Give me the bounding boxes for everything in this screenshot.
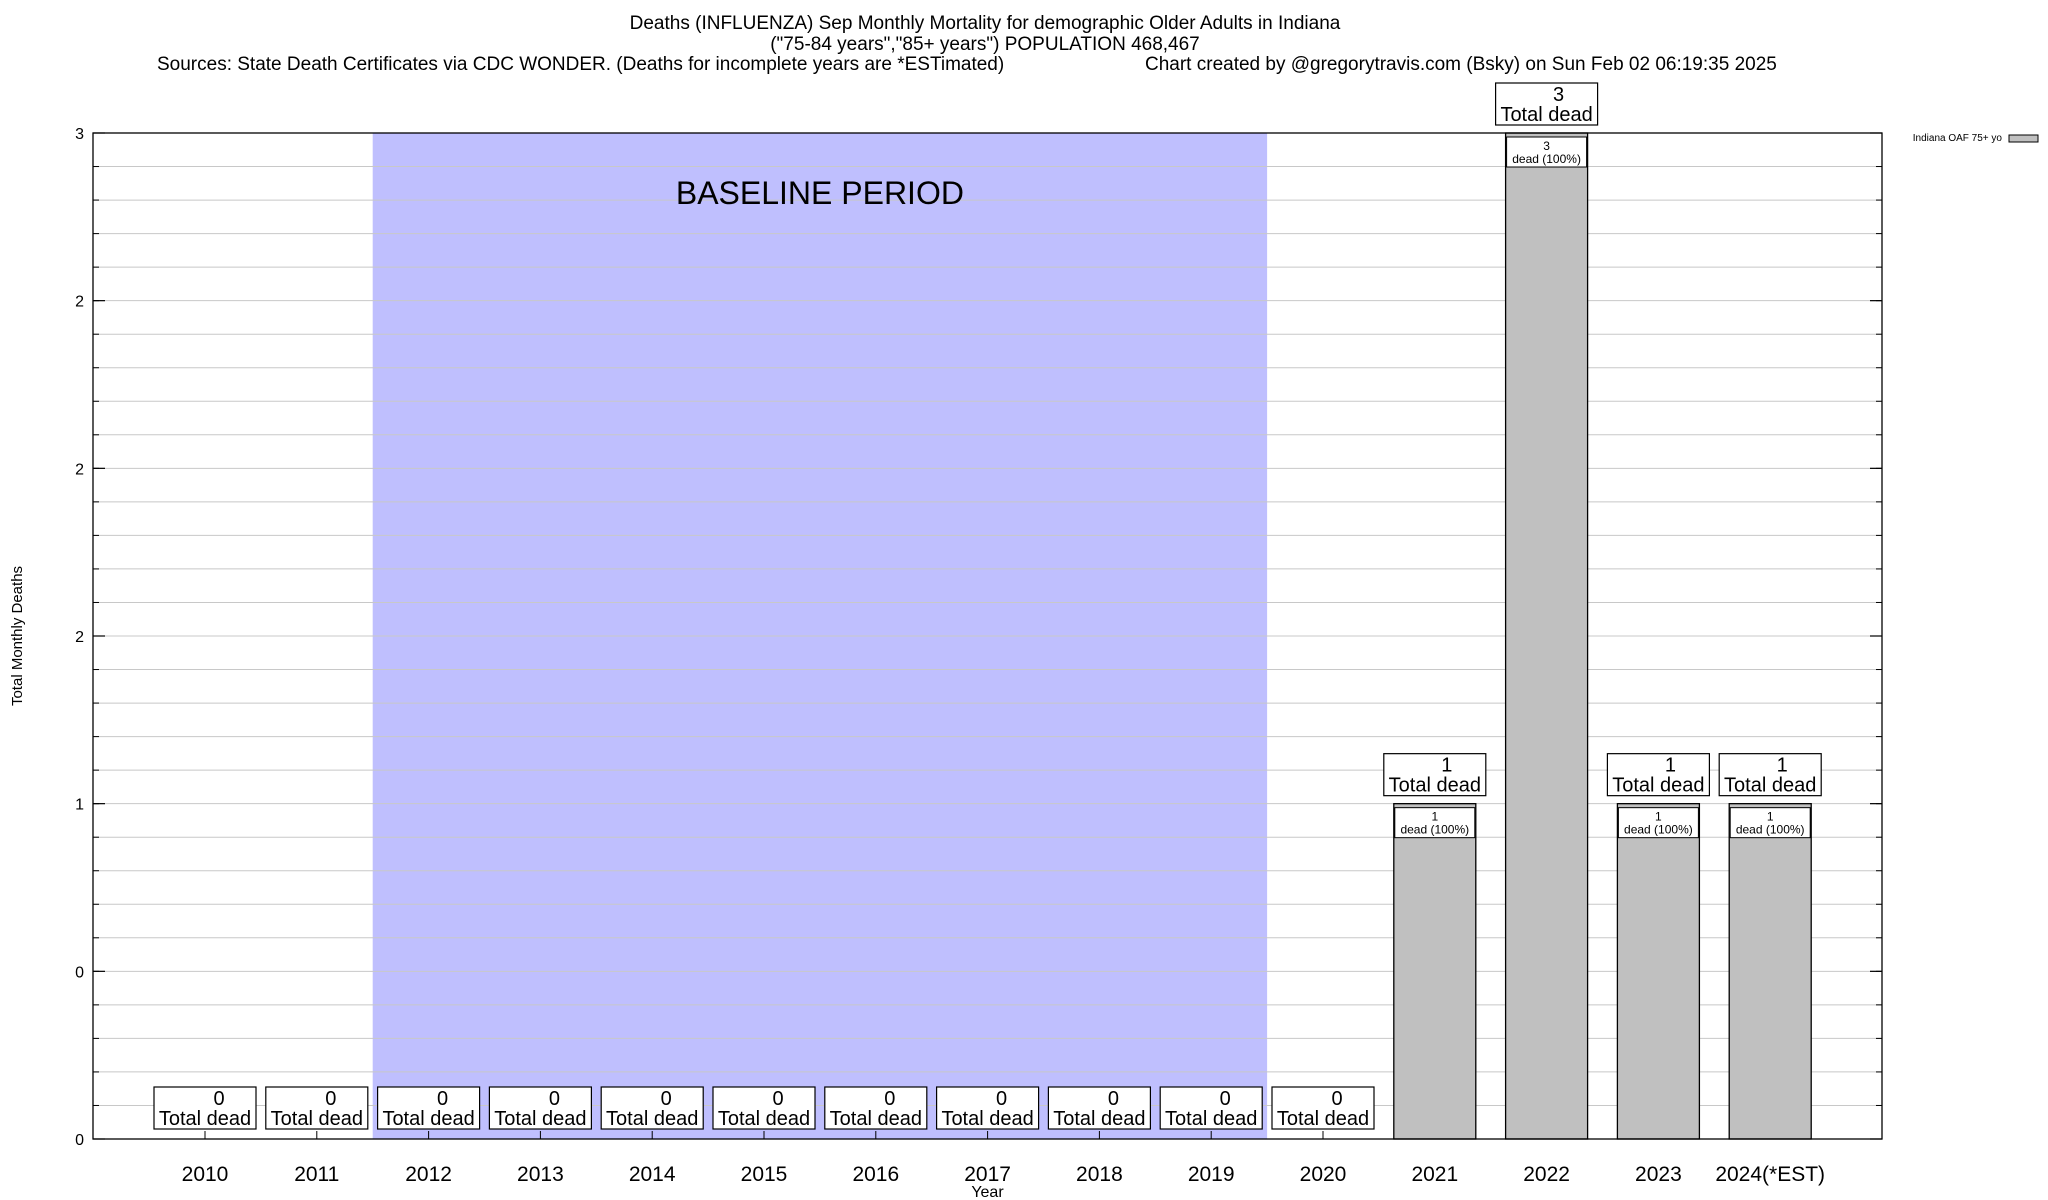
- y-tick-label: 1: [75, 797, 84, 814]
- total-caption-label: Total dead: [830, 1108, 922, 1130]
- total-caption-label: Total dead: [1612, 775, 1704, 797]
- bar-value-box: [1729, 807, 1811, 839]
- y-tick-label: 3: [75, 126, 84, 143]
- total-value-label: 1: [1665, 755, 1676, 777]
- x-tick-label: 2017: [964, 1163, 1011, 1186]
- total-value-label: 0: [437, 1088, 448, 1110]
- total-caption-label: Total dead: [1165, 1108, 1257, 1130]
- x-tick-label: 2022: [1523, 1163, 1570, 1186]
- chart-credit: Chart created by @gregorytravis.com (Bsk…: [1145, 54, 1777, 75]
- x-tick-label: 2016: [852, 1163, 899, 1186]
- total-box: [1159, 1086, 1263, 1130]
- total-caption-label: Total dead: [941, 1108, 1033, 1130]
- x-tick-label: 2010: [182, 1163, 229, 1186]
- total-value-label: 3: [1553, 84, 1564, 106]
- bar-value-box: [1394, 807, 1476, 839]
- plot-frame: [92, 132, 1883, 1140]
- bar-value-label: 3: [1543, 139, 1550, 153]
- total-box: [1718, 753, 1822, 797]
- x-tick-label: 2014: [629, 1163, 676, 1186]
- chart-title: Deaths (INFLUENZA) Sep Monthly Mortality…: [629, 13, 1341, 34]
- total-value-label: 0: [1331, 1088, 1342, 1110]
- total-box: [1606, 753, 1711, 797]
- bar: [1728, 803, 1812, 1140]
- x-tick-label: 2020: [1300, 1163, 1347, 1186]
- total-value-label: 0: [325, 1088, 336, 1110]
- total-value-label: 0: [1108, 1088, 1119, 1110]
- total-box: [712, 1086, 816, 1130]
- x-tick-label: 2023: [1635, 1163, 1682, 1186]
- bar-value-pct-label: dead (100%): [1736, 823, 1805, 837]
- total-caption-label: Total dead: [1500, 104, 1592, 126]
- legend-swatch: [2008, 134, 2039, 143]
- legend-label: Indiana OAF 75+ yo: [1913, 133, 2003, 144]
- total-value-label: 0: [661, 1088, 672, 1110]
- total-box: [1047, 1086, 1152, 1130]
- total-value-label: 0: [884, 1088, 895, 1110]
- bar-value-pct-label: dead (100%): [1512, 152, 1581, 166]
- total-caption-label: Total dead: [718, 1108, 810, 1130]
- total-value-label: 0: [549, 1088, 560, 1110]
- total-value-label: 0: [1220, 1088, 1231, 1110]
- x-tick-label: 2018: [1076, 1163, 1123, 1186]
- x-tick-label: 2019: [1188, 1163, 1235, 1186]
- bar-value-pct-label: dead (100%): [1400, 823, 1469, 837]
- total-caption-label: Total dead: [1277, 1108, 1369, 1130]
- total-box: [265, 1086, 369, 1130]
- total-box: [600, 1086, 704, 1130]
- total-caption-label: Total dead: [159, 1108, 251, 1130]
- y-tick-label: 0: [75, 964, 84, 981]
- baseline-period-label: BASELINE PERIOD: [676, 175, 964, 211]
- total-caption-label: Total dead: [382, 1108, 474, 1130]
- total-value-label: 0: [996, 1088, 1007, 1110]
- total-box: [1271, 1086, 1375, 1130]
- y-axis-label: Total Monthly Deaths: [9, 566, 26, 706]
- bar: [1393, 803, 1477, 1140]
- y-tick-label: 2: [75, 461, 84, 478]
- chart-sources: Sources: State Death Certificates via CD…: [157, 54, 1005, 75]
- bar-value-box: [1617, 807, 1699, 839]
- total-box: [1383, 753, 1487, 797]
- bar-value-label: 1: [1431, 810, 1438, 824]
- total-value-label: 1: [1441, 755, 1452, 777]
- total-box: [935, 1086, 1040, 1130]
- bar-value-box: [1506, 136, 1588, 168]
- total-value-label: 0: [213, 1088, 224, 1110]
- total-caption-label: Total dead: [1389, 775, 1481, 797]
- x-tick-label: 2013: [517, 1163, 564, 1186]
- total-caption-label: Total dead: [606, 1108, 698, 1130]
- total-box: [1494, 82, 1599, 126]
- total-caption-label: Total dead: [1053, 1108, 1145, 1130]
- total-caption-label: Total dead: [494, 1108, 586, 1130]
- total-box: [488, 1086, 592, 1130]
- total-value-label: 1: [1777, 755, 1788, 777]
- y-tick-label: 2: [75, 629, 84, 646]
- bar-value-pct-label: dead (100%): [1624, 823, 1693, 837]
- x-tick-label: 2012: [405, 1163, 452, 1186]
- bar-value-label: 1: [1767, 810, 1774, 824]
- total-caption-label: Total dead: [1724, 775, 1816, 797]
- x-tick-label: 2021: [1411, 1163, 1458, 1186]
- total-box: [377, 1086, 481, 1130]
- chart-subtitle: ("75-84 years","85+ years") POPULATION 4…: [770, 34, 1200, 55]
- y-tick-label: 0: [75, 1132, 84, 1149]
- bar: [1616, 803, 1701, 1140]
- total-box: [153, 1086, 257, 1130]
- x-tick-label: 2015: [741, 1163, 788, 1186]
- total-caption-label: Total dead: [271, 1108, 363, 1130]
- total-box: [824, 1086, 928, 1130]
- x-axis-label: Year: [971, 1184, 1004, 1200]
- x-tick-label: 2024(*EST): [1715, 1163, 1825, 1186]
- bar: [1504, 132, 1589, 1140]
- x-tick-label: 2011: [294, 1163, 339, 1186]
- total-value-label: 0: [772, 1088, 783, 1110]
- y-tick-label: 2: [75, 294, 84, 311]
- bar-value-label: 1: [1655, 810, 1662, 824]
